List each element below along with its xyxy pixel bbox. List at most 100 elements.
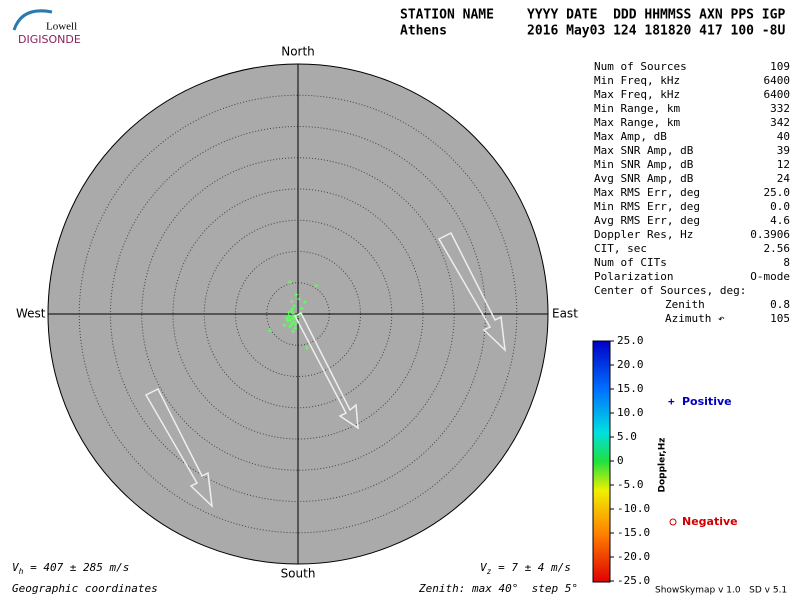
version: ShowSkymap v 1.0 SD v 5.1	[655, 586, 787, 596]
stats-label: Avg RMS Err, deg	[594, 214, 700, 227]
vh: Vh = 407 ± 285 m/s	[12, 561, 129, 576]
source-point	[294, 292, 299, 297]
header-label: YYYY DATE DDD HHMMSS AXN PPS IGP	[527, 8, 785, 23]
stats-value: 2.56	[764, 242, 791, 255]
header-fields: 2016 May03 124 181820 417 100 -8U	[527, 24, 785, 39]
source-point	[314, 283, 319, 288]
colorbar-tick-label: 15.0	[617, 382, 644, 395]
colorbar-ticks: 25.0 20.0 15.0 10.0 5.0 0 -5.0 -10.0 -15.0 -20.0 -…	[610, 334, 650, 587]
vz-text: = 7 ± 4 m/s	[491, 561, 570, 574]
stats-label: Max RMS Err, deg	[594, 186, 700, 199]
stats-value: 109	[770, 60, 790, 73]
drift-arrow	[293, 311, 359, 430]
logo-swoosh	[12, 9, 53, 31]
stats-value: 332	[770, 102, 790, 115]
stats-label: Min Range, km	[594, 102, 680, 115]
stats-label: Max SNR Amp, dB	[594, 144, 694, 157]
source-point	[286, 318, 290, 323]
colorbar-tick-label: 5.0	[617, 430, 637, 443]
source-point	[267, 328, 272, 333]
vh-sub: h	[19, 567, 24, 576]
legend-label: Positive	[682, 395, 732, 408]
stats-value: 0.0	[770, 200, 790, 213]
vh-symbol: V	[12, 561, 20, 574]
stats-label: Num of Sources	[594, 60, 687, 73]
source-point	[299, 306, 304, 311]
drift-arrow	[437, 231, 506, 352]
stats-value: 39	[777, 144, 790, 157]
source-point	[289, 322, 294, 326]
source-point	[292, 326, 297, 331]
colorbar-tick-label: -5.0	[617, 478, 644, 491]
compass-label: East	[552, 307, 578, 321]
stats-label: Doppler Res, Hz	[594, 228, 693, 241]
source-point	[288, 318, 293, 323]
stats-panel: Num of Sources 109 Min Freq, kHz 6400 Max Fr…	[594, 60, 790, 283]
legend-symbol: +	[668, 395, 675, 408]
source-point	[297, 297, 302, 301]
source-point	[284, 316, 289, 321]
stats-value: 105	[770, 312, 790, 325]
source-point	[291, 329, 295, 334]
station: Athens	[400, 24, 447, 39]
colorbar-tick-label: -10.0	[617, 502, 650, 515]
source-point	[287, 314, 292, 319]
colorbar	[592, 340, 611, 583]
stats-value: 342	[770, 116, 790, 129]
colorbar-tick-label: -15.0	[617, 526, 650, 539]
stats-value: 24	[777, 172, 791, 185]
header-label: STATION NAME	[400, 8, 494, 23]
vh-text: = 407 ± 285 m/s	[23, 561, 129, 574]
stats-label: Max Range, km	[594, 116, 680, 129]
legend-symbol	[669, 518, 677, 526]
compass-label: West	[16, 307, 46, 321]
stats-label: Zenith	[665, 298, 705, 311]
stats-label: Azimuth ↶	[665, 312, 725, 325]
stats-value: 40	[777, 130, 790, 143]
colorbar-tick-label: 0	[617, 454, 624, 467]
source-point	[292, 303, 297, 308]
stats-label: Min Freq, kHz	[594, 74, 680, 87]
stats-label: Max Amp, dB	[594, 130, 667, 143]
source-point	[287, 280, 292, 285]
stats-label: Polarization	[594, 270, 673, 283]
stats-value: 4.6	[770, 214, 790, 227]
vz: Vz = 7 ± 4 m/s	[480, 561, 571, 576]
vz-sub: z	[487, 567, 492, 576]
colorbar-title: Doppler,Hz	[658, 437, 668, 492]
source-point	[290, 307, 295, 311]
stats-label: Avg SNR Amp, dB	[594, 172, 694, 185]
source-point	[293, 322, 298, 327]
colorbar-tick-label: -25.0	[617, 574, 650, 587]
source-point	[289, 299, 294, 304]
stats-label: Num of CITs	[594, 256, 667, 269]
coords: Geographic coordinates	[12, 582, 158, 595]
logo-bottom: DIGISONDE	[18, 33, 81, 46]
stats-value: 0.8	[770, 298, 790, 311]
stats-label: Max Freq, kHz	[594, 88, 680, 101]
colorbar-tick-label: 25.0	[617, 334, 644, 347]
stats-value: 12	[777, 158, 790, 171]
source-point	[287, 324, 292, 329]
source-point	[302, 300, 307, 305]
compass-label: North	[281, 45, 315, 59]
source-point	[282, 323, 287, 328]
stats-label: Center of Sources, deg:	[594, 284, 746, 297]
stats-value: 0.3906	[750, 228, 790, 241]
stats-label: Min RMS Err, deg	[594, 200, 700, 213]
stats-value: O-mode	[750, 270, 790, 283]
stats-value: 25.0	[764, 186, 791, 199]
stats-value: 6400	[764, 74, 791, 87]
colorbar-tick-label: 20.0	[617, 358, 644, 371]
source-point	[289, 309, 294, 314]
source-point	[286, 310, 291, 315]
zenith-info: Zenith: max 40° step 5°	[418, 582, 578, 595]
stats-value: 8	[783, 256, 790, 269]
stats-label: Min SNR Amp, dB	[594, 158, 694, 171]
logo-top: Lowell	[46, 21, 77, 33]
source-point	[291, 320, 296, 325]
stats-label: CIT, sec	[594, 242, 647, 255]
colorbar-tick-label: -20.0	[617, 550, 650, 563]
legend-label: Negative	[682, 515, 738, 528]
